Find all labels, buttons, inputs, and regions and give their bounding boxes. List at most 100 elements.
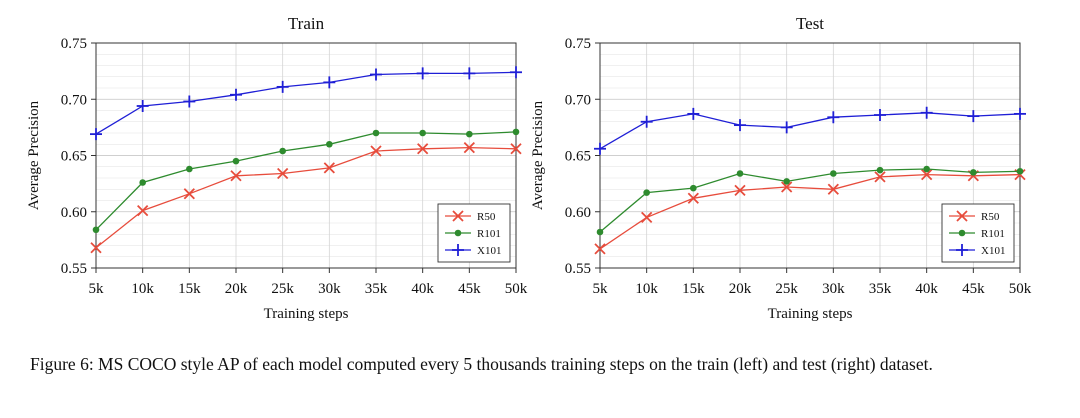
legend-label: X101 xyxy=(477,245,501,257)
series-x101 xyxy=(594,106,1026,155)
series-line xyxy=(95,131,517,231)
data-point xyxy=(874,171,886,183)
data-point xyxy=(90,242,102,254)
x-tick-label: 50k xyxy=(1009,281,1032,297)
data-point xyxy=(454,229,462,237)
chart-title: Train xyxy=(288,14,325,33)
plot-frame xyxy=(95,42,517,269)
series-line xyxy=(95,71,517,135)
data-point xyxy=(736,170,744,177)
data-point-stroke xyxy=(594,243,606,255)
legend-label: X101 xyxy=(981,245,1005,257)
data-point xyxy=(186,165,193,173)
data-point-stroke xyxy=(452,210,464,222)
data-point-stroke xyxy=(641,211,653,224)
x-tick-label: 20k xyxy=(225,281,248,297)
data-point xyxy=(183,95,196,108)
data-point-stroke xyxy=(687,192,699,204)
data-point xyxy=(640,115,653,128)
x-tick-label: 40k xyxy=(915,281,938,297)
data-point xyxy=(594,142,606,155)
data-point xyxy=(827,183,839,195)
data-point xyxy=(276,80,289,93)
x-tick-label: 45k xyxy=(458,281,481,297)
data-point xyxy=(921,168,933,181)
x-tick-label: 15k xyxy=(178,281,201,297)
x-tick-label: 5k xyxy=(593,281,609,297)
data-point xyxy=(734,184,746,197)
data-point-stroke xyxy=(90,242,102,254)
data-point xyxy=(687,192,699,204)
y-tick-label: 0.55 xyxy=(565,261,591,277)
data-point xyxy=(417,143,429,155)
data-point xyxy=(920,106,933,119)
data-point xyxy=(326,140,333,148)
data-point xyxy=(230,170,242,182)
data-point-stroke xyxy=(230,170,242,182)
x-tick-label: 25k xyxy=(271,281,294,297)
data-point xyxy=(230,88,242,101)
x-tick-label: 20k xyxy=(729,281,752,297)
data-point xyxy=(781,181,793,193)
x-tick-label: 15k xyxy=(682,281,705,297)
data-point xyxy=(323,162,335,174)
chart-title: Test xyxy=(796,14,824,33)
x-tick-label: 10k xyxy=(635,281,658,297)
series-r101 xyxy=(596,165,1024,236)
data-point-stroke xyxy=(277,167,289,180)
data-point xyxy=(419,129,426,137)
data-point xyxy=(1016,167,1024,175)
data-point xyxy=(643,189,650,196)
data-point xyxy=(876,166,884,174)
y-tick-label: 0.55 xyxy=(61,261,87,277)
data-point-stroke xyxy=(827,183,839,195)
y-tick-label: 0.75 xyxy=(61,36,87,52)
data-point xyxy=(690,184,697,192)
data-point xyxy=(90,128,102,141)
legend-label: R101 xyxy=(981,228,1005,240)
x-tick-label: 50k xyxy=(505,281,528,297)
data-point xyxy=(830,170,837,177)
series-r50 xyxy=(594,168,1026,255)
chart-0: 0.55 0.60 0.65 0.70 0.75 5k 10k 15k 20k 25k 30k 35k… xyxy=(26,14,528,322)
data-point xyxy=(956,244,968,256)
data-point-stroke xyxy=(463,141,475,154)
data-point-stroke xyxy=(417,143,429,155)
plot-frame xyxy=(599,42,1021,269)
data-point-stroke xyxy=(956,210,968,222)
data-point-stroke xyxy=(1014,168,1026,181)
data-point-stroke xyxy=(323,162,335,174)
data-point xyxy=(139,179,146,186)
data-point xyxy=(370,145,382,157)
data-point xyxy=(323,76,336,89)
x-tick-label: 40k xyxy=(411,281,434,297)
legend: R50 R101 X101 xyxy=(941,203,1015,263)
data-point xyxy=(970,169,977,176)
data-point-stroke xyxy=(183,188,195,200)
data-point xyxy=(370,68,382,81)
data-point-stroke xyxy=(370,145,382,157)
data-point xyxy=(874,109,886,121)
data-point xyxy=(967,110,980,123)
data-point xyxy=(510,143,522,155)
x-tick-label: 45k xyxy=(962,281,985,297)
y-tick-label: 0.70 xyxy=(565,92,591,108)
x-tick-label: 10k xyxy=(131,281,154,297)
legend-label: R101 xyxy=(477,228,501,240)
data-point xyxy=(452,210,464,222)
data-point xyxy=(1014,107,1026,120)
data-point xyxy=(594,243,606,255)
series-line xyxy=(599,173,1021,250)
data-point xyxy=(92,226,100,234)
series-r101 xyxy=(92,128,520,234)
data-point-stroke xyxy=(781,181,793,193)
x-axis-label: Training steps xyxy=(768,306,853,322)
data-point xyxy=(923,165,930,173)
series-line xyxy=(599,112,1021,150)
x-tick-label: 25k xyxy=(775,281,798,297)
y-tick-label: 0.75 xyxy=(565,36,591,52)
data-point xyxy=(641,211,653,224)
series-line xyxy=(95,146,517,249)
series-x101 xyxy=(90,66,522,141)
y-tick-label: 0.60 xyxy=(565,205,591,221)
